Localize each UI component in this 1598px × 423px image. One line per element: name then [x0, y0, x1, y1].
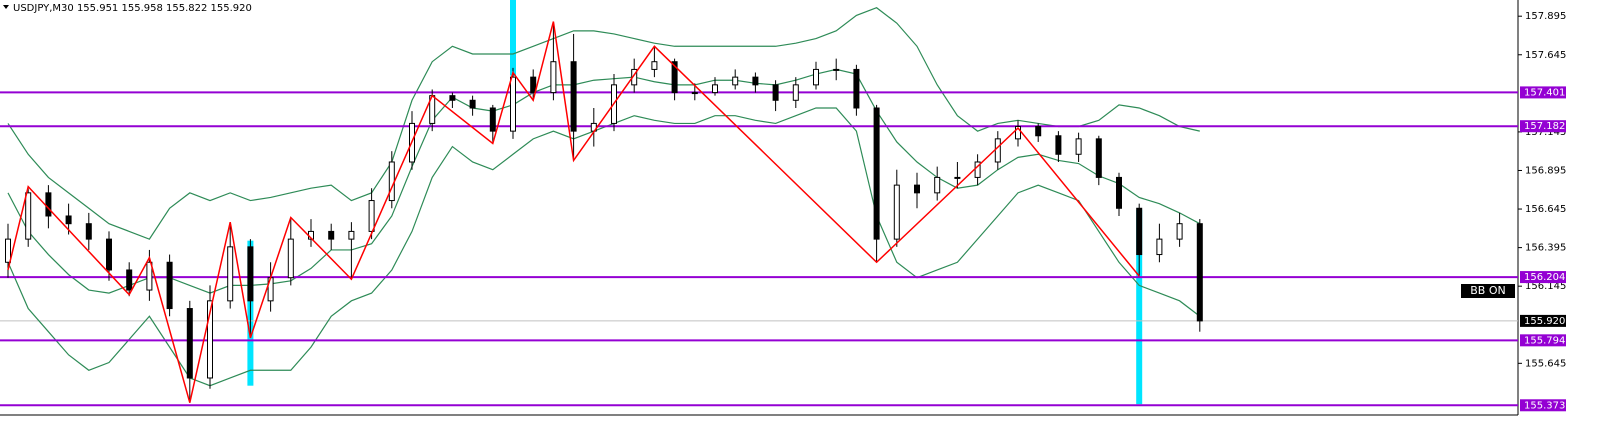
candle-body: [368, 200, 375, 232]
candle-body: [85, 223, 92, 240]
candle-body: [1156, 238, 1163, 256]
candle-body: [712, 84, 718, 94]
bollinger-middle: [7, 68, 1201, 294]
badge-box: [1461, 284, 1515, 298]
level-label-box: [1520, 120, 1566, 133]
candle-body: [833, 68, 840, 71]
candle-body: [207, 300, 213, 379]
level-label: 155.794: [1524, 335, 1565, 346]
candle-body: [1136, 207, 1143, 256]
y-tick-label: 156.395: [1525, 243, 1566, 254]
candle-body: [1176, 223, 1183, 240]
candle-body: [247, 246, 254, 302]
candle-body: [1116, 176, 1122, 209]
zigzag-line: [7, 21, 1140, 403]
y-tick-label: 157.895: [1525, 11, 1566, 22]
bollinger-upper: [7, 7, 1200, 240]
candle-body: [287, 238, 294, 279]
level-label-box: [1520, 86, 1566, 99]
candle-body: [813, 68, 819, 86]
candle-body: [146, 261, 153, 291]
candle-body: [550, 61, 557, 94]
chart-title: USDJPY,M30 155.951 155.958 155.822 155.9…: [13, 3, 252, 14]
candle-body: [45, 192, 52, 217]
candle-body: [934, 176, 941, 194]
candle-body: [1075, 138, 1082, 155]
candle-body: [1035, 126, 1042, 137]
level-label: 157.401: [1524, 87, 1565, 98]
level-label: 155.373: [1524, 400, 1565, 411]
current-price-box: [1520, 314, 1566, 327]
candle-body: [792, 84, 799, 101]
menu-arrow: [3, 5, 9, 9]
candle-body: [5, 238, 11, 263]
candle-body: [65, 215, 72, 225]
candle-body: [994, 138, 1001, 163]
candle-body: [469, 99, 476, 109]
candle-body: [691, 92, 698, 95]
candle-body: [348, 230, 355, 240]
candle-body: [186, 308, 193, 379]
candle-body: [570, 61, 577, 132]
candle-body: [388, 161, 395, 202]
candle-body: [1055, 135, 1062, 155]
level-label: 156.204: [1524, 272, 1565, 283]
signal-bar: [1136, 209, 1143, 405]
candle-body: [651, 61, 658, 70]
candle-body: [732, 76, 739, 86]
candle-body: [530, 76, 537, 94]
y-tick-label: 157.145: [1525, 127, 1566, 138]
candle-body: [449, 95, 456, 101]
y-tick-label: 156.645: [1525, 204, 1566, 215]
candle-body: [489, 107, 496, 132]
badge-label: BB ON: [1470, 284, 1505, 297]
current-price-label: 155.920: [1524, 316, 1565, 327]
candle-body: [954, 176, 961, 179]
candle-body: [1015, 126, 1021, 140]
candle-body: [1095, 138, 1102, 178]
candle-body: [166, 261, 173, 310]
bollinger-lower: [7, 107, 1201, 387]
signal-bar: [510, 0, 516, 76]
candle-body: [106, 238, 112, 271]
y-tick-label: 156.145: [1525, 281, 1566, 292]
candle-body: [772, 84, 779, 101]
level-label-box: [1520, 399, 1566, 412]
candle-body: [510, 76, 516, 132]
level-label: 157.182: [1524, 121, 1565, 132]
candle-body: [671, 61, 678, 94]
candle-body: [752, 76, 759, 86]
candle-body: [227, 246, 234, 302]
candle-body: [853, 68, 860, 109]
candle-body: [25, 192, 32, 240]
level-label-box: [1520, 334, 1566, 347]
y-tick-label: 156.895: [1525, 165, 1566, 176]
candle-body: [873, 107, 880, 240]
y-tick-label: 155.645: [1525, 358, 1566, 369]
level-label-box: [1520, 271, 1566, 284]
candle-body: [1196, 223, 1203, 322]
candle-body: [893, 184, 900, 240]
candle-body: [328, 230, 335, 240]
candle-body: [126, 269, 133, 291]
candle-body: [914, 184, 920, 194]
y-tick-label: 157.645: [1525, 50, 1566, 61]
